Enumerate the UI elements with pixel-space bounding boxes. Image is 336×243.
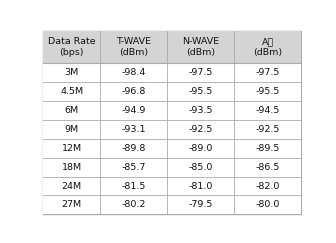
Text: 6M: 6M: [65, 106, 79, 115]
Text: -89.8: -89.8: [121, 144, 146, 153]
Bar: [43, 139, 301, 158]
Text: -80.2: -80.2: [121, 200, 146, 209]
Bar: [43, 120, 301, 139]
Bar: [43, 196, 301, 214]
Text: 27M: 27M: [61, 200, 82, 209]
Text: -93.5: -93.5: [188, 106, 213, 115]
Text: 18M: 18M: [61, 163, 82, 172]
Text: -94.9: -94.9: [121, 106, 146, 115]
Text: -97.5: -97.5: [188, 68, 213, 77]
Text: 12M: 12M: [61, 144, 82, 153]
Text: -85.0: -85.0: [188, 163, 213, 172]
Text: -94.5: -94.5: [255, 106, 280, 115]
Text: 9M: 9M: [65, 125, 79, 134]
Text: T-WAVE
(dBm): T-WAVE (dBm): [116, 37, 151, 57]
Text: -80.0: -80.0: [255, 200, 280, 209]
Text: -79.5: -79.5: [188, 200, 213, 209]
Text: -86.5: -86.5: [255, 163, 280, 172]
Text: -85.7: -85.7: [121, 163, 146, 172]
Text: -81.0: -81.0: [188, 182, 213, 191]
Text: -95.5: -95.5: [255, 87, 280, 96]
Bar: [43, 63, 301, 82]
Text: N-WAVE
(dBm): N-WAVE (dBm): [182, 37, 219, 57]
Bar: [43, 31, 301, 63]
Text: -96.8: -96.8: [121, 87, 146, 96]
Text: 24M: 24M: [61, 182, 82, 191]
Bar: [43, 158, 301, 177]
Text: -92.5: -92.5: [255, 125, 280, 134]
Text: -92.5: -92.5: [188, 125, 213, 134]
Text: -89.0: -89.0: [188, 144, 213, 153]
Bar: [43, 177, 301, 196]
Text: -89.5: -89.5: [255, 144, 280, 153]
Bar: [43, 101, 301, 120]
Bar: [43, 82, 301, 101]
Text: -93.1: -93.1: [121, 125, 146, 134]
Text: 3M: 3M: [65, 68, 79, 77]
Text: A사
(dBm): A사 (dBm): [253, 37, 282, 57]
Text: 4.5M: 4.5M: [60, 87, 83, 96]
Text: -95.5: -95.5: [188, 87, 213, 96]
Text: Data Rate
(bps): Data Rate (bps): [48, 37, 95, 57]
Text: -82.0: -82.0: [255, 182, 280, 191]
Text: -98.4: -98.4: [121, 68, 146, 77]
Text: -97.5: -97.5: [255, 68, 280, 77]
Text: -81.5: -81.5: [121, 182, 146, 191]
